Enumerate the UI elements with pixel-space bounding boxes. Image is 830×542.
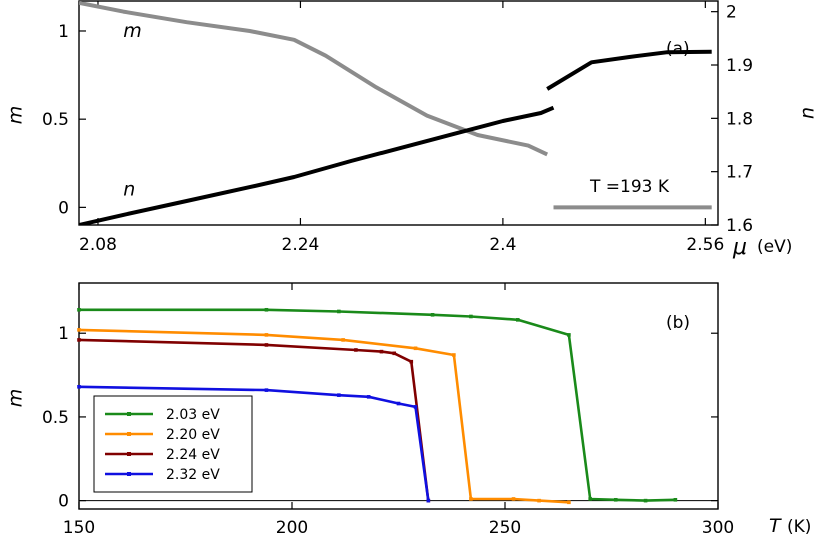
panel-a-y-left-label: m [5, 106, 27, 125]
panel-b-y-ticks: 00.51 [42, 324, 718, 512]
temperature-annotation: T =193 K [589, 177, 670, 197]
legend-label: 2.24 eV [166, 447, 220, 463]
panel-b-frame [78, 282, 719, 510]
data-point [588, 497, 592, 501]
panel-b-x-unit: (K) [787, 517, 811, 537]
panel-a-right-y-ticks: 1.6 1.7 1.8 1.9 2 [711, 3, 753, 236]
panel-a-frame [78, 0, 719, 226]
panel-b-label: (b) [666, 313, 690, 333]
data-point [77, 328, 81, 332]
panel-a-x-tick-label: 2.24 [282, 235, 320, 255]
data-point [673, 497, 678, 502]
data-point [396, 401, 401, 406]
panel-b-series [77, 307, 678, 505]
data-point [409, 359, 414, 364]
data-point [430, 313, 435, 317]
legend-swatch-marker [127, 452, 131, 456]
legend-swatch-marker [127, 412, 131, 416]
data-point [643, 498, 648, 503]
data-point [366, 395, 371, 399]
panel-a-x-tick-label: 2.56 [686, 235, 724, 255]
panel-a-label: (a) [666, 39, 690, 59]
legend-swatch-marker [127, 472, 131, 476]
data-point [77, 338, 81, 342]
panel-a-y-right-tick-label: 2 [726, 3, 737, 23]
panel-a-curve-labels: mn [123, 20, 142, 201]
panel-a-y-left-tick-label: 0.5 [42, 110, 69, 130]
panel-a-x-symbol: μ [732, 235, 747, 260]
data-point [337, 393, 341, 397]
panel-a-y-right-tick-label: 1.7 [726, 163, 753, 183]
data-point [426, 498, 431, 503]
panel-a-left-y-ticks: 00.51 [42, 22, 86, 218]
series-n-line [546, 49, 712, 91]
data-point [264, 388, 269, 392]
panel-a-y-left-tick-label: 1 [58, 22, 69, 42]
legend-swatch-marker [127, 432, 131, 436]
panel-b-y-tick-label: 1 [58, 324, 69, 344]
data-point [77, 307, 81, 312]
legend-label: 2.20 eV [166, 427, 220, 443]
data-point [469, 497, 473, 501]
panel-b-y-label: m [5, 389, 27, 408]
panel-a-x-tick-label: 2.4 [489, 235, 516, 255]
data-point [515, 318, 520, 322]
panel-a-series [79, 1, 712, 225]
panel-b-y-tick-label: 0 [58, 492, 69, 512]
legend-label: 2.32 eV [166, 467, 220, 483]
data-point [264, 343, 269, 347]
panel-b-x-tick-label: 150 [63, 518, 95, 538]
panel-a-x-ticks: 2.08 2.24 2.4 2.56 [79, 1, 724, 255]
curve-label-m: m [123, 20, 142, 42]
data-point [511, 497, 516, 501]
data-point [413, 346, 418, 351]
panel-a-y-right-tick-label: 1.9 [726, 56, 753, 76]
panel-a-y-left-tick-label: 0 [58, 198, 69, 218]
panel-b-y-tick-label: 0.5 [42, 408, 69, 428]
panel-b-x-tick-label: 300 [702, 518, 734, 538]
legend: 2.03 eV 2.20 eV 2.24 eV 2.32 eV [93, 395, 253, 493]
data-point [452, 353, 456, 357]
data-point [341, 338, 345, 342]
series-m-line [79, 1, 549, 157]
legend-label: 2.03 eV [166, 407, 220, 423]
panel-b-x-tick-label: 200 [276, 518, 308, 538]
curve-label-n: n [123, 179, 135, 201]
panel-a-y-right-label: n [797, 107, 819, 119]
data-point [77, 384, 81, 389]
panel-b-x-tick-label: 250 [489, 518, 521, 538]
panel-b-x-ticks: 150 200 250 300 [63, 283, 734, 538]
data-point [413, 405, 418, 409]
data-point [264, 307, 269, 312]
panel-a: 2.08 2.24 2.4 2.56 00.51 1.61.71.81.92 mn m… [5, 0, 819, 260]
data-point [337, 309, 341, 314]
data-point [264, 333, 269, 337]
data-point [613, 497, 618, 502]
legend-box [93, 395, 253, 493]
data-point [537, 498, 541, 503]
data-point [469, 314, 473, 319]
panel-a-y-right-tick-label: 1.8 [726, 109, 753, 129]
panel-a-y-right-tick-label: 1.6 [726, 216, 753, 236]
panel-b: 150 200 250 300 00.51 m (b) T (K) 2.03 eV2.… [5, 282, 811, 538]
data-point [379, 349, 384, 354]
series-n-line [79, 105, 555, 225]
data-point [567, 500, 571, 505]
data-point [392, 351, 397, 356]
panel-b-x-symbol: T [769, 515, 782, 537]
panel-a-x-tick-label: 2.08 [79, 235, 117, 255]
data-point [354, 348, 358, 352]
panel-a-x-unit: (eV) [757, 237, 792, 257]
data-point [567, 333, 571, 337]
